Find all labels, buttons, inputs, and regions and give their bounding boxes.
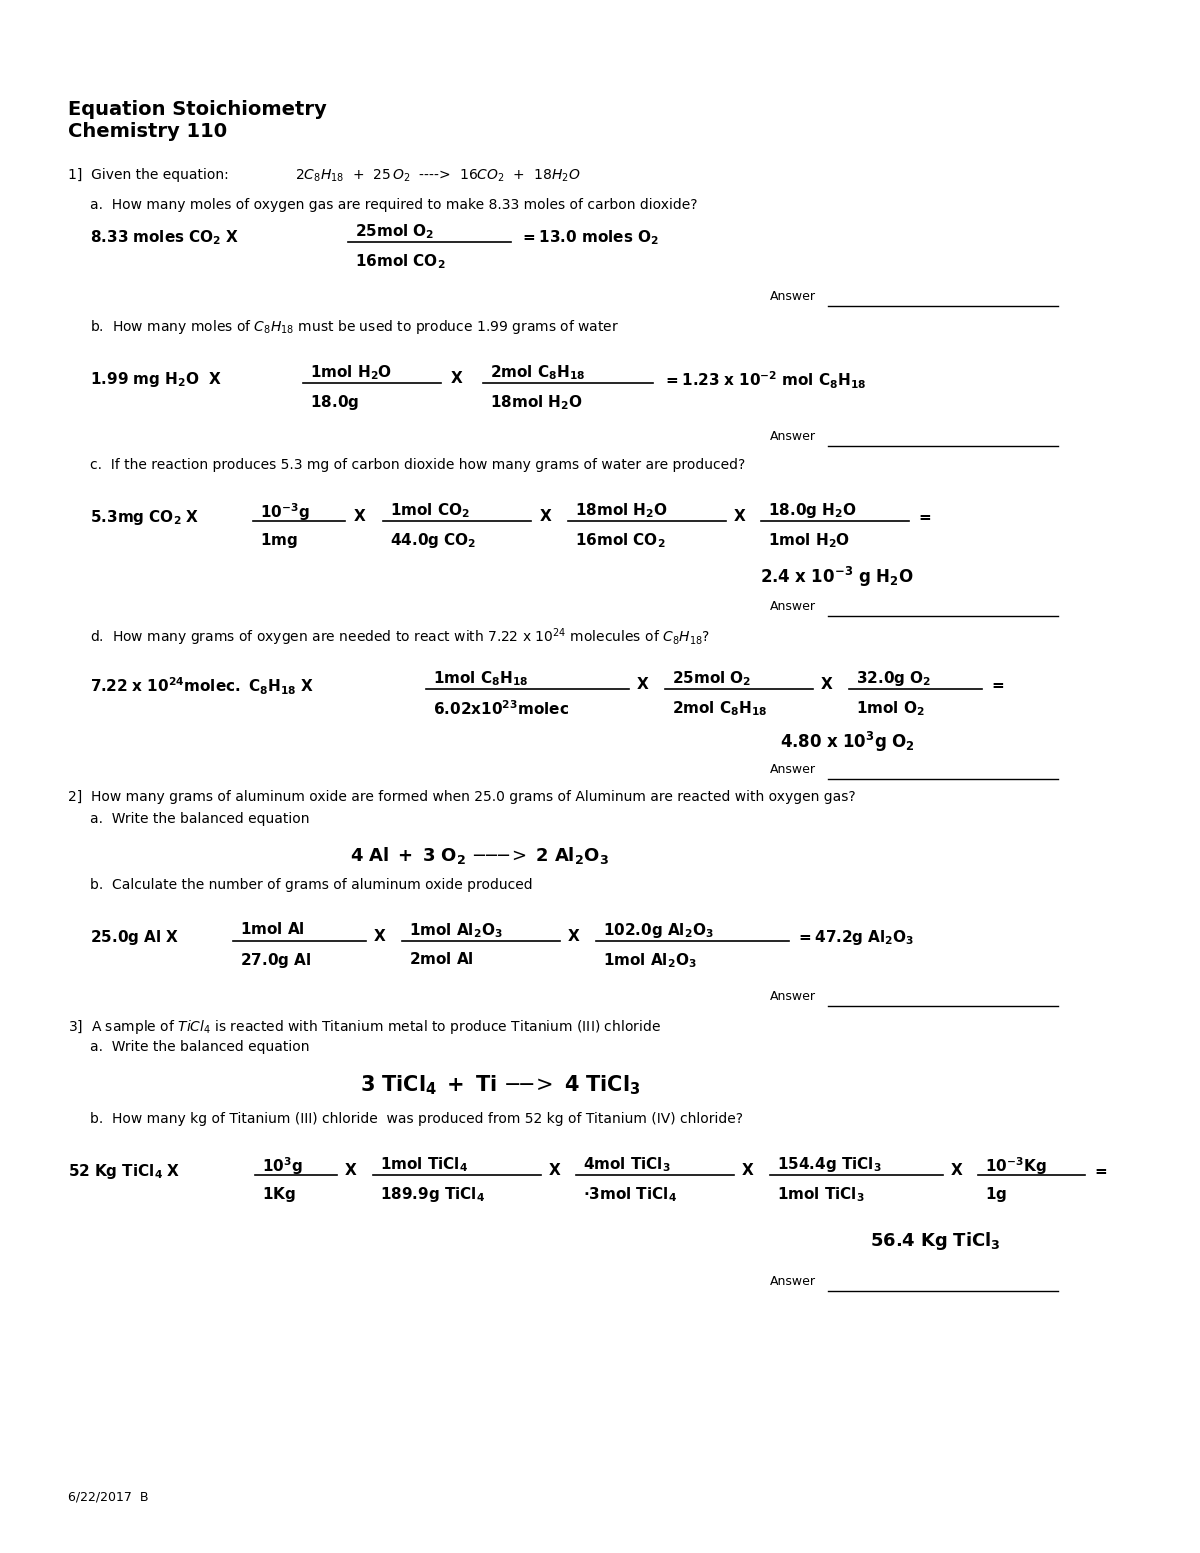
Text: $\mathbf{102.0g\ Al_2O_3}$: $\mathbf{102.0g\ Al_2O_3}$ [604,921,714,940]
Text: $\mathbf{X}$: $\mathbf{X}$ [820,676,834,693]
Text: $\mathbf{2.4\ x\ 10^{-3}\ g\ H_2O}$: $\mathbf{2.4\ x\ 10^{-3}\ g\ H_2O}$ [760,565,913,589]
Text: $\mathbf{X}$: $\mathbf{X}$ [450,370,463,387]
Text: b.  How many moles of $C_8H_{18}$ must be used to produce 1.99 grams of water: b. How many moles of $C_8H_{18}$ must be… [90,318,619,335]
Text: $\mathbf{154.4g\ TiCl_3}$: $\mathbf{154.4g\ TiCl_3}$ [778,1155,882,1174]
Text: $\mathbf{5.3mg\ CO_2\ X}$: $\mathbf{5.3mg\ CO_2\ X}$ [90,508,199,526]
Text: 6/22/2017  B: 6/22/2017 B [68,1489,149,1503]
Text: Equation Stoichiometry: Equation Stoichiometry [68,99,326,120]
Text: $\mathbf{=}$: $\mathbf{=}$ [1092,1162,1108,1177]
Text: $\mathbf{X}$: $\mathbf{X}$ [548,1162,562,1179]
Text: Answer: Answer [770,763,816,776]
Text: $\mathbf{1g}$: $\mathbf{1g}$ [985,1185,1007,1204]
Text: $\mathbf{18.0g\ H_2O}$: $\mathbf{18.0g\ H_2O}$ [768,502,857,520]
Text: $\mathbf{4mol\ TiCl_3}$: $\mathbf{4mol\ TiCl_3}$ [583,1155,671,1174]
Text: $\mathbf{1mol\ Al_2O_3}$: $\mathbf{1mol\ Al_2O_3}$ [409,921,503,940]
Text: $\mathbf{1mg}$: $\mathbf{1mg}$ [260,531,298,550]
Text: $\mathbf{8.33\ moles\ CO_2\ X}$: $\mathbf{8.33\ moles\ CO_2\ X}$ [90,228,239,247]
Text: $\mathbf{1mol\ TiCl_4}$: $\mathbf{1mol\ TiCl_4}$ [380,1155,468,1174]
Text: $\mathbf{52\ Kg\ TiCl_4\ X}$: $\mathbf{52\ Kg\ TiCl_4\ X}$ [68,1162,180,1180]
Text: $\mathbf{X}$: $\mathbf{X}$ [733,508,746,523]
Text: $\mathbf{=}$: $\mathbf{=}$ [989,676,1006,691]
Text: $\mathbf{2mol\ Al}$: $\mathbf{2mol\ Al}$ [409,950,474,968]
Text: $\mathbf{1mol\ C_8H_{18}}$: $\mathbf{1mol\ C_8H_{18}}$ [433,669,528,688]
Text: $\mathbf{= 13.0\ moles\ O_2}$: $\mathbf{= 13.0\ moles\ O_2}$ [520,228,659,247]
Text: $\mathbf{44.0g\ CO_2}$: $\mathbf{44.0g\ CO_2}$ [390,531,476,550]
Text: $\mathbf{1.99\ mg\ H_2O\ \ X}$: $\mathbf{1.99\ mg\ H_2O\ \ X}$ [90,370,222,388]
Text: $\mathbf{18mol\ H_2O}$: $\mathbf{18mol\ H_2O}$ [575,502,668,520]
Text: $\mathbf{16mol\ CO_2}$: $\mathbf{16mol\ CO_2}$ [575,531,666,550]
Text: $\mathbf{1mol\ Al_2O_3}$: $\mathbf{1mol\ Al_2O_3}$ [604,950,697,969]
Text: $\mathbf{\cdot 3mol\ TiCl_4}$: $\mathbf{\cdot 3mol\ TiCl_4}$ [583,1185,677,1204]
Text: b.  Calculate the number of grams of aluminum oxide produced: b. Calculate the number of grams of alum… [90,877,533,891]
Text: $\mathbf{16mol\ CO_2}$: $\mathbf{16mol\ CO_2}$ [355,252,445,270]
Text: $\mathbf{X}$: $\mathbf{X}$ [353,508,366,523]
Text: $\mathbf{X}$: $\mathbf{X}$ [950,1162,964,1179]
Text: $\mathbf{27.0g\ Al}$: $\mathbf{27.0g\ Al}$ [240,950,311,971]
Text: $\mathbf{1Kg}$: $\mathbf{1Kg}$ [262,1185,296,1204]
Text: $\mathbf{1mol\ H_2O}$: $\mathbf{1mol\ H_2O}$ [768,531,851,550]
Text: $\mathbf{= 47.2g\ Al_2O_3}$: $\mathbf{= 47.2g\ Al_2O_3}$ [796,929,914,947]
Text: b.  How many kg of Titanium (III) chloride  was produced from 52 kg of Titanium : b. How many kg of Titanium (III) chlorid… [90,1112,743,1126]
Text: Chemistry 110: Chemistry 110 [68,123,227,141]
Text: $\mathbf{= 1.23\ x\ 10^{-2}\ mol\ C_8H_{18}}$: $\mathbf{= 1.23\ x\ 10^{-2}\ mol\ C_8H_{… [662,370,866,391]
Text: Answer: Answer [770,290,816,303]
Text: $\mathbf{4.80\ x\ 10^{3}g\ O_2}$: $\mathbf{4.80\ x\ 10^{3}g\ O_2}$ [780,730,914,755]
Text: Answer: Answer [770,599,816,613]
Text: $\mathbf{2mol\ C_8H_{18}}$: $\mathbf{2mol\ C_8H_{18}}$ [490,363,586,382]
Text: $\mathbf{25.0g\ Al\ X}$: $\mathbf{25.0g\ Al\ X}$ [90,929,179,947]
Text: $\mathbf{3\ TiCl_4\ +\ Ti\ \mathrm{-}\!\mathrm{-}\!\mathrm{>}\ 4\ TiCl_3}$: $\mathbf{3\ TiCl_4\ +\ Ti\ \mathrm{-}\!\… [360,1073,641,1096]
Text: Answer: Answer [770,989,816,1003]
Text: Answer: Answer [770,430,816,443]
Text: $\mathbf{1mol\ H_2O}$: $\mathbf{1mol\ H_2O}$ [310,363,392,382]
Text: 1]  Given the equation:: 1] Given the equation: [68,168,229,182]
Text: a.  Write the balanced equation: a. Write the balanced equation [90,812,310,826]
Text: $\mathbf{X}$: $\mathbf{X}$ [636,676,649,693]
Text: $\mathbf{10^{-3}Kg}$: $\mathbf{10^{-3}Kg}$ [985,1155,1046,1177]
Text: $\mathbf{6.02x10^{23}molec}$: $\mathbf{6.02x10^{23}molec}$ [433,699,569,717]
Text: Answer: Answer [770,1275,816,1287]
Text: c.  If the reaction produces 5.3 mg of carbon dioxide how many grams of water ar: c. If the reaction produces 5.3 mg of ca… [90,458,745,472]
Text: $2C_8H_{18}$  +  $25\,O_2$  ---->  $16CO_2$  +  $18H_2O$: $2C_8H_{18}$ + $25\,O_2$ ----> $16CO_2$ … [295,168,581,185]
Text: $\mathbf{2mol\ C_8H_{18}}$: $\mathbf{2mol\ C_8H_{18}}$ [672,699,768,717]
Text: $\mathbf{7.22\ x\ 10^{24}molec.\ C_8H_{18}\ X}$: $\mathbf{7.22\ x\ 10^{24}molec.\ C_8H_{1… [90,676,314,697]
Text: a.  Write the balanced equation: a. Write the balanced equation [90,1041,310,1054]
Text: $\mathbf{25mol\ O_2}$: $\mathbf{25mol\ O_2}$ [672,669,751,688]
Text: $\mathbf{X}$: $\mathbf{X}$ [344,1162,358,1179]
Text: 2]  How many grams of aluminum oxide are formed when 25.0 grams of Aluminum are : 2] How many grams of aluminum oxide are … [68,790,856,804]
Text: $\mathbf{X}$: $\mathbf{X}$ [742,1162,755,1179]
Text: $\mathbf{1mol\ TiCl_3}$: $\mathbf{1mol\ TiCl_3}$ [778,1185,865,1204]
Text: $\mathbf{1mol\ CO_2}$: $\mathbf{1mol\ CO_2}$ [390,502,470,520]
Text: a.  How many moles of oxygen gas are required to make 8.33 moles of carbon dioxi: a. How many moles of oxygen gas are requ… [90,197,697,213]
Text: 3]  A sample of $TiCl_4$ is reacted with Titanium metal to produce Titanium (III: 3] A sample of $TiCl_4$ is reacted with … [68,1019,661,1036]
Text: $\mathbf{18mol\ H_2O}$: $\mathbf{18mol\ H_2O}$ [490,393,583,412]
Text: $\mathbf{18.0g}$: $\mathbf{18.0g}$ [310,393,359,412]
Text: $\mathbf{1mol\ Al}$: $\mathbf{1mol\ Al}$ [240,921,305,936]
Text: $\mathbf{=}$: $\mathbf{=}$ [916,508,932,523]
Text: $\mathbf{25mol\ O_2}$: $\mathbf{25mol\ O_2}$ [355,222,434,241]
Text: $\mathbf{4\ Al\ +\ 3\ O_2\ \mathrm{-}\!\mathrm{-}\!\mathrm{-}\!\mathrm{>}\ 2\ Al: $\mathbf{4\ Al\ +\ 3\ O_2\ \mathrm{-}\!\… [350,845,608,867]
Text: $\mathbf{X}$: $\mathbf{X}$ [373,929,386,944]
Text: d.  How many grams of oxygen are needed to react with 7.22 x 10$^{24}$ molecules: d. How many grams of oxygen are needed t… [90,626,710,648]
Text: $\mathbf{10^3g}$: $\mathbf{10^3g}$ [262,1155,302,1177]
Text: $\mathbf{10^{-3}g}$: $\mathbf{10^{-3}g}$ [260,502,310,523]
Text: $\mathbf{X}$: $\mathbf{X}$ [539,508,552,523]
Text: $\mathbf{1mol\ O_2}$: $\mathbf{1mol\ O_2}$ [856,699,925,717]
Text: $\mathbf{56.4\ Kg\ TiCl_3}$: $\mathbf{56.4\ Kg\ TiCl_3}$ [870,1230,1001,1252]
Text: $\mathbf{32.0g\ O_2}$: $\mathbf{32.0g\ O_2}$ [856,669,931,688]
Text: $\mathbf{X}$: $\mathbf{X}$ [568,929,581,944]
Text: $\mathbf{189.9g\ TiCl_4}$: $\mathbf{189.9g\ TiCl_4}$ [380,1185,485,1204]
